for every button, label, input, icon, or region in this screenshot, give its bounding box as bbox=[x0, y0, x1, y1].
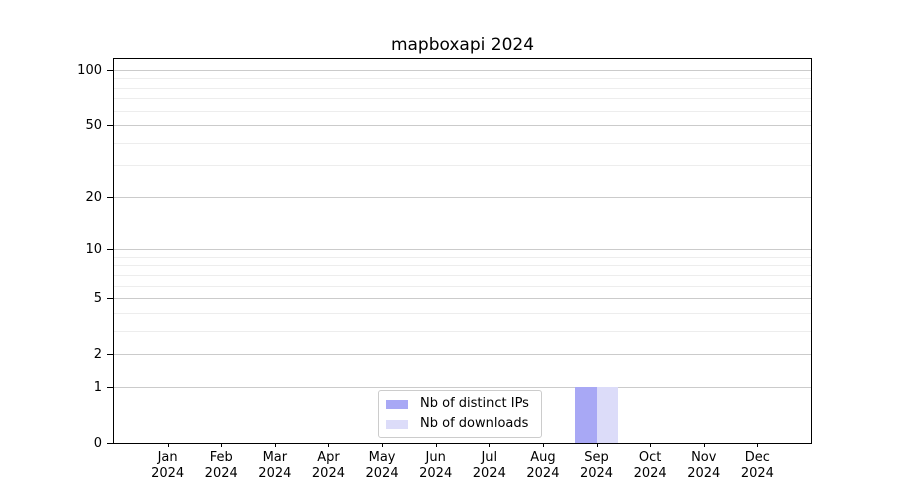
x-tick-mark bbox=[167, 443, 169, 447]
x-tick-year: 2024 bbox=[526, 466, 560, 481]
x-tick-year: 2024 bbox=[311, 466, 345, 481]
x-tick-label: Apr 2024 bbox=[298, 450, 358, 482]
gridline-minor bbox=[114, 330, 811, 332]
x-tick-label: Jun 2024 bbox=[406, 450, 466, 482]
gridline-minor bbox=[114, 98, 811, 100]
x-tick-year: 2024 bbox=[204, 466, 238, 481]
y-tick-mark bbox=[107, 354, 113, 356]
y-tick-label: 1 bbox=[93, 379, 102, 395]
x-tick-year: 2024 bbox=[472, 466, 506, 481]
gridline-major bbox=[114, 196, 811, 198]
x-tick-label: Feb 2024 bbox=[191, 450, 251, 482]
gridline-major bbox=[114, 70, 811, 71]
x-tick-year: 2024 bbox=[258, 466, 292, 481]
x-tick-month: Oct bbox=[638, 450, 662, 465]
y-tick-label: 10 bbox=[85, 242, 102, 258]
x-tick-month: Sep bbox=[584, 450, 609, 465]
bar-sep-downloads bbox=[596, 386, 618, 443]
x-tick-mark bbox=[489, 443, 491, 447]
x-tick-label: Jul 2024 bbox=[459, 450, 519, 482]
gridline-minor bbox=[114, 78, 811, 80]
gridline-major bbox=[114, 125, 811, 127]
x-tick-year: 2024 bbox=[687, 466, 721, 481]
x-tick-label: Jan 2024 bbox=[138, 450, 198, 482]
x-tick-month: May bbox=[368, 450, 396, 465]
bar-sep-distinct-ips bbox=[575, 386, 597, 443]
y-tick-label: 5 bbox=[93, 291, 102, 307]
gridline-minor bbox=[114, 265, 811, 267]
x-tick-label: Aug 2024 bbox=[513, 450, 573, 482]
y-tick-label: 2 bbox=[93, 347, 102, 363]
x-tick-mark bbox=[435, 443, 437, 447]
gridline-minor bbox=[114, 285, 811, 287]
y-tick-mark bbox=[107, 443, 113, 444]
x-tick-year: 2024 bbox=[633, 466, 667, 481]
gridline-major bbox=[114, 249, 811, 251]
x-tick-label: Sep 2024 bbox=[567, 450, 627, 482]
x-tick-month: Dec bbox=[744, 450, 770, 465]
x-tick-mark bbox=[650, 443, 652, 447]
legend-swatch bbox=[386, 399, 408, 409]
y-tick-mark bbox=[107, 70, 113, 71]
gridline-major bbox=[114, 354, 811, 356]
x-tick-mark bbox=[274, 443, 276, 447]
x-tick-year: 2024 bbox=[419, 466, 453, 481]
y-tick-label: 0 bbox=[93, 436, 102, 451]
x-tick-label: Oct 2024 bbox=[620, 450, 680, 482]
gridline-minor bbox=[114, 165, 811, 167]
y-tick-mark bbox=[107, 386, 113, 388]
gridline-minor bbox=[114, 87, 811, 89]
x-tick-label: Mar 2024 bbox=[245, 450, 305, 482]
x-tick-year: 2024 bbox=[740, 466, 774, 481]
plot-area: Nb of distinct IPs Nb of downloads bbox=[113, 58, 812, 444]
x-tick-month: Jun bbox=[425, 450, 446, 465]
y-tick-label: 100 bbox=[77, 63, 102, 78]
x-tick-month: Apr bbox=[317, 450, 340, 465]
x-tick-mark bbox=[596, 443, 598, 447]
y-tick-label: 50 bbox=[85, 118, 102, 134]
x-tick-month: Jan bbox=[157, 450, 178, 465]
legend-swatch bbox=[386, 419, 408, 429]
x-tick-month: Mar bbox=[262, 450, 288, 465]
x-tick-year: 2024 bbox=[579, 466, 614, 481]
x-tick-month: Nov bbox=[691, 450, 717, 465]
y-tick-mark bbox=[107, 196, 113, 198]
y-tick-mark bbox=[107, 249, 113, 251]
y-tick-mark bbox=[107, 125, 113, 127]
legend-item-downloads: Nb of downloads bbox=[386, 416, 529, 432]
gridline-minor bbox=[114, 110, 811, 112]
gridline-major bbox=[114, 298, 811, 300]
x-tick-month: Jul bbox=[481, 450, 498, 465]
x-tick-mark bbox=[382, 443, 384, 447]
x-tick-label: May 2024 bbox=[352, 450, 412, 482]
x-tick-label: Dec 2024 bbox=[727, 450, 787, 482]
x-tick-mark bbox=[703, 443, 705, 447]
x-tick-mark bbox=[757, 443, 759, 447]
legend-label: Nb of downloads bbox=[420, 416, 529, 431]
gridline-minor bbox=[114, 256, 811, 258]
x-tick-year: 2024 bbox=[365, 466, 399, 481]
y-tick-mark bbox=[107, 298, 113, 300]
x-tick-mark bbox=[328, 443, 330, 447]
x-tick-month: Feb bbox=[209, 450, 233, 465]
x-tick-year: 2024 bbox=[151, 466, 185, 481]
legend-item-distinct-ips: Nb of distinct IPs bbox=[386, 396, 529, 412]
x-tick-month: Aug bbox=[530, 450, 556, 465]
chart-title: mapboxapi 2024 bbox=[390, 35, 535, 55]
x-tick-label: Nov 2024 bbox=[674, 450, 734, 482]
x-tick-mark bbox=[221, 443, 223, 447]
legend-label: Nb of distinct IPs bbox=[420, 396, 529, 411]
gridline-minor bbox=[114, 142, 811, 144]
gridline-major bbox=[114, 386, 811, 388]
gridline-minor bbox=[114, 312, 811, 314]
y-tick-label: 20 bbox=[85, 189, 102, 205]
gridline-minor bbox=[114, 274, 811, 276]
x-tick-mark bbox=[542, 443, 544, 447]
legend: Nb of distinct IPs Nb of downloads bbox=[378, 390, 542, 438]
